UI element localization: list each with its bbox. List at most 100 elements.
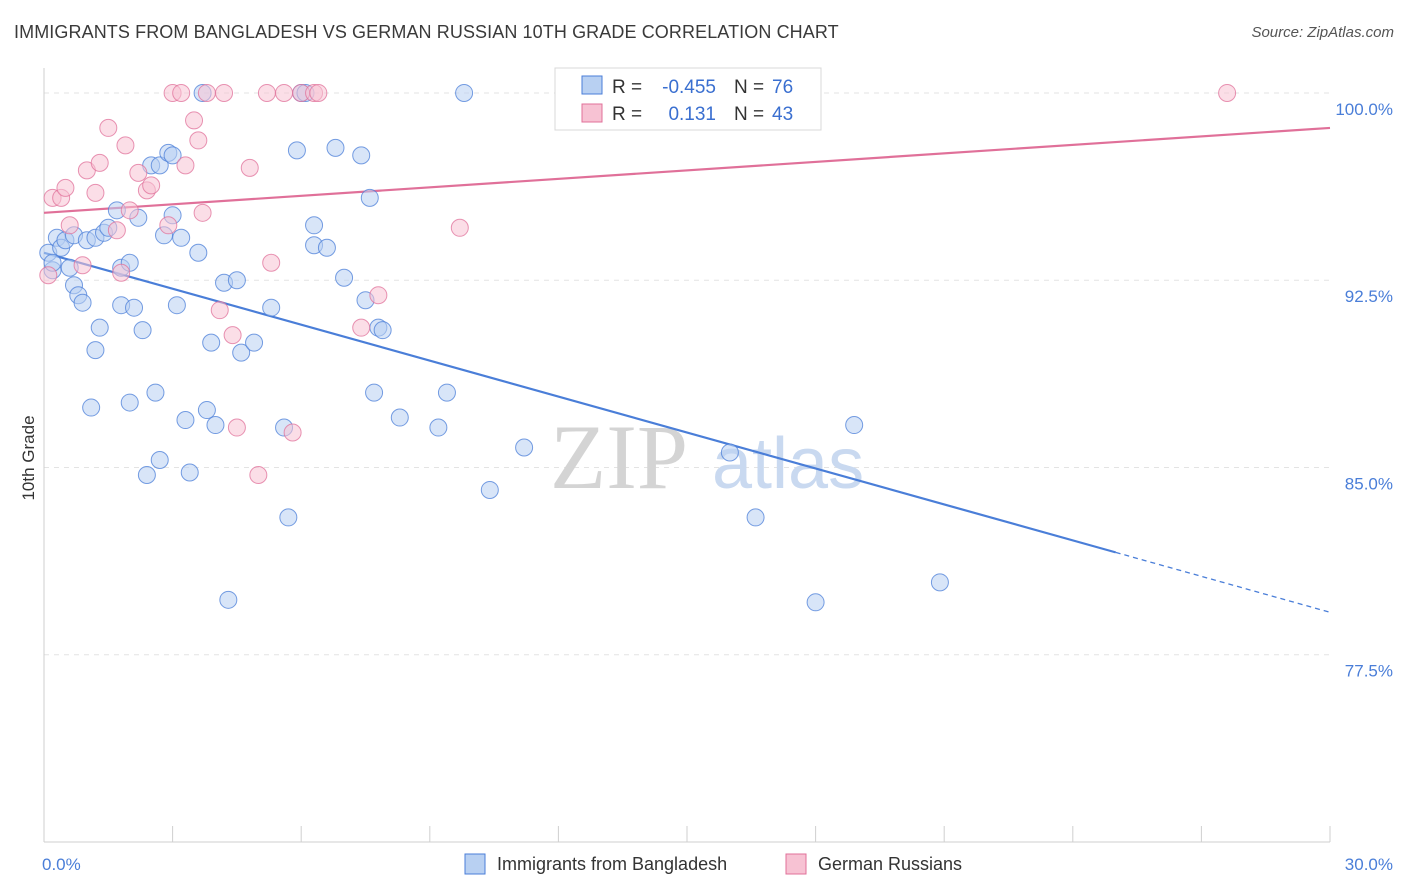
grid-lines [44,92,1330,656]
point-bangladesh-39 [189,243,208,262]
point-german-russians-17 [159,216,178,235]
legend-n-label-1: N = [734,77,764,98]
x-tick-labels: 0.0% 30.0% [42,855,1393,874]
point-bangladesh-58 [326,138,345,157]
point-bangladesh-75 [845,416,864,435]
point-german-russians-14 [129,163,148,182]
point-german-russians-27 [223,326,242,345]
point-german-russians-10 [107,221,126,240]
point-german-russians-30 [249,465,268,484]
legend-n-label-2: N = [734,104,764,125]
point-bangladesh-47 [232,343,251,362]
point-german-russians-0 [39,266,58,285]
point-german-russians-21 [185,111,204,130]
point-bangladesh-36 [172,228,191,247]
point-bangladesh-48 [245,333,264,352]
point-bangladesh-14 [86,341,105,360]
point-bangladesh-67 [429,418,448,437]
trend-lines [43,126,1331,613]
point-german-russians-7 [86,183,105,202]
x-tick-label-0: 0.0% [42,855,81,874]
point-bangladesh-72 [720,443,739,462]
point-german-russians-29 [240,158,259,177]
point-bangladesh-52 [287,141,306,160]
y-tick-label-1: 85.0% [1345,474,1393,493]
trend-extension-bangladesh [1115,551,1331,613]
data-points [39,83,1237,612]
point-bangladesh-70 [480,480,499,499]
point-bangladesh-74 [806,593,825,612]
point-bangladesh-68 [437,383,456,402]
watermark-atlas: atlas [712,424,864,504]
watermark: ZIP atlas [550,406,864,508]
chart-title: IMMIGRANTS FROM BANGLADESH VS GERMAN RUS… [14,22,839,42]
point-german-russians-38 [352,318,371,337]
point-german-russians-20 [176,156,195,175]
y-tick-label-3: 100.0% [1335,100,1393,119]
point-bangladesh-62 [360,188,379,207]
point-bangladesh-30 [150,450,169,469]
point-bangladesh-38 [180,463,199,482]
y-axis-label: 10th Grade [19,415,38,500]
y-tick-label-2: 92.5% [1345,287,1393,306]
point-bangladesh-23 [125,298,144,317]
point-german-russians-4 [60,216,79,235]
legend-r-label-2: R = [612,104,642,125]
point-bangladesh-66 [390,408,409,427]
point-german-russians-34 [283,423,302,442]
point-german-russians-12 [116,136,135,155]
trend-line-german-russians [43,126,1331,214]
point-german-russians-37 [309,83,328,102]
point-bangladesh-29 [150,156,169,175]
point-german-russians-16 [142,176,161,195]
point-bangladesh-12 [82,398,101,417]
point-german-russians-19 [172,83,191,102]
legend-n-value-2: 43 [772,104,793,125]
legend-r-value-2: 0.131 [668,104,716,125]
point-german-russians-25 [210,301,229,320]
point-bangladesh-42 [202,333,221,352]
point-german-russians-26 [215,83,234,102]
watermark-zip: ZIP [550,406,688,508]
legend-swatch-pink [581,103,603,123]
point-bangladesh-37 [176,411,195,430]
point-bangladesh-46 [227,271,246,290]
point-german-russians-3 [56,178,75,197]
stats-legend: R = -0.455 N = 76 R = 0.131 N = 43 [554,67,822,131]
point-bangladesh-26 [137,465,156,484]
x-tick-label-1: 30.0% [1345,855,1393,874]
point-bangladesh-49 [262,298,281,317]
legend-r-value-1: -0.455 [662,77,716,98]
point-german-russians-39 [369,286,388,305]
point-german-russians-33 [275,83,294,102]
point-bangladesh-25 [133,321,152,340]
axes [43,68,1331,843]
point-bangladesh-60 [352,146,371,165]
point-german-russians-22 [189,131,208,150]
y-tick-labels: 77.5% 85.0% 92.5% 100.0% [1335,100,1393,681]
series-legend: Immigrants from Bangladesh German Russia… [464,853,962,875]
legend-n-value-1: 76 [772,77,793,98]
point-bangladesh-15 [90,318,109,337]
point-bangladesh-56 [305,216,324,235]
point-bangladesh-22 [120,393,139,412]
point-german-russians-31 [257,83,276,102]
point-bangladesh-71 [515,438,534,457]
point-bangladesh-43 [206,416,225,435]
point-bangladesh-41 [197,401,216,420]
series-swatch-german-russians [785,853,807,875]
point-german-russians-23 [193,203,212,222]
point-bangladesh-65 [373,321,392,340]
point-bangladesh-51 [279,508,298,527]
point-german-russians-8 [90,153,109,172]
point-german-russians-24 [197,83,216,102]
point-german-russians-40 [450,218,469,237]
point-german-russians-32 [262,253,281,272]
point-german-russians-28 [227,418,246,437]
point-bangladesh-28 [146,383,165,402]
point-bangladesh-69 [455,83,474,102]
point-bangladesh-76 [930,573,949,592]
point-bangladesh-33 [163,146,182,165]
y-tick-label-0: 77.5% [1345,662,1393,681]
